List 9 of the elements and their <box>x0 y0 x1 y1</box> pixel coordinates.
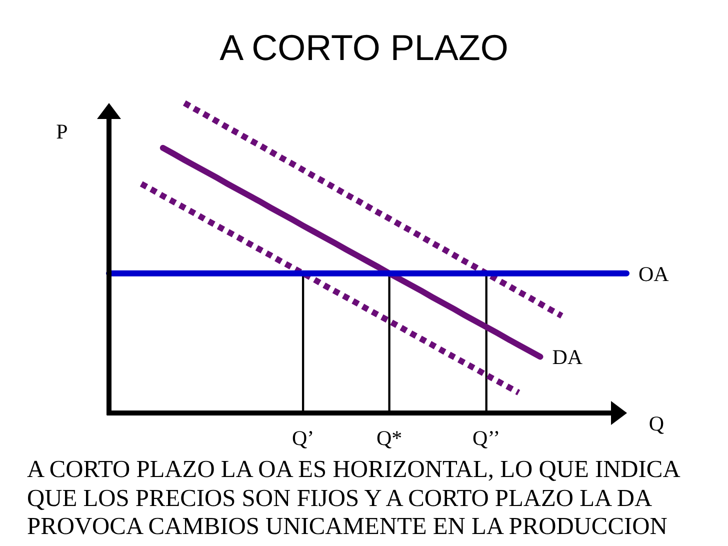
text: A CORTO PLAZO LA OA ES HORIZONTAL, LO QUE INDICA QUE LOS PRECIOS SON FIJOS Y A CORTO PLAZO LA DA PROVOCA CAMBIOS UNICAMENTE EN LA PRODUCCION <box>27 456 680 542</box>
x-tick-label: Q* <box>376 426 402 450</box>
x-tick-label: Q’ <box>292 426 314 450</box>
x-tick-label: Q’’ <box>472 426 500 450</box>
x-axis-title: Q <box>648 411 664 436</box>
series-label: DA <box>552 345 584 370</box>
chart-title: A CORTO PLAZO <box>218 26 510 70</box>
series-label: OA <box>638 262 670 286</box>
y-axis-title: P <box>56 120 68 144</box>
